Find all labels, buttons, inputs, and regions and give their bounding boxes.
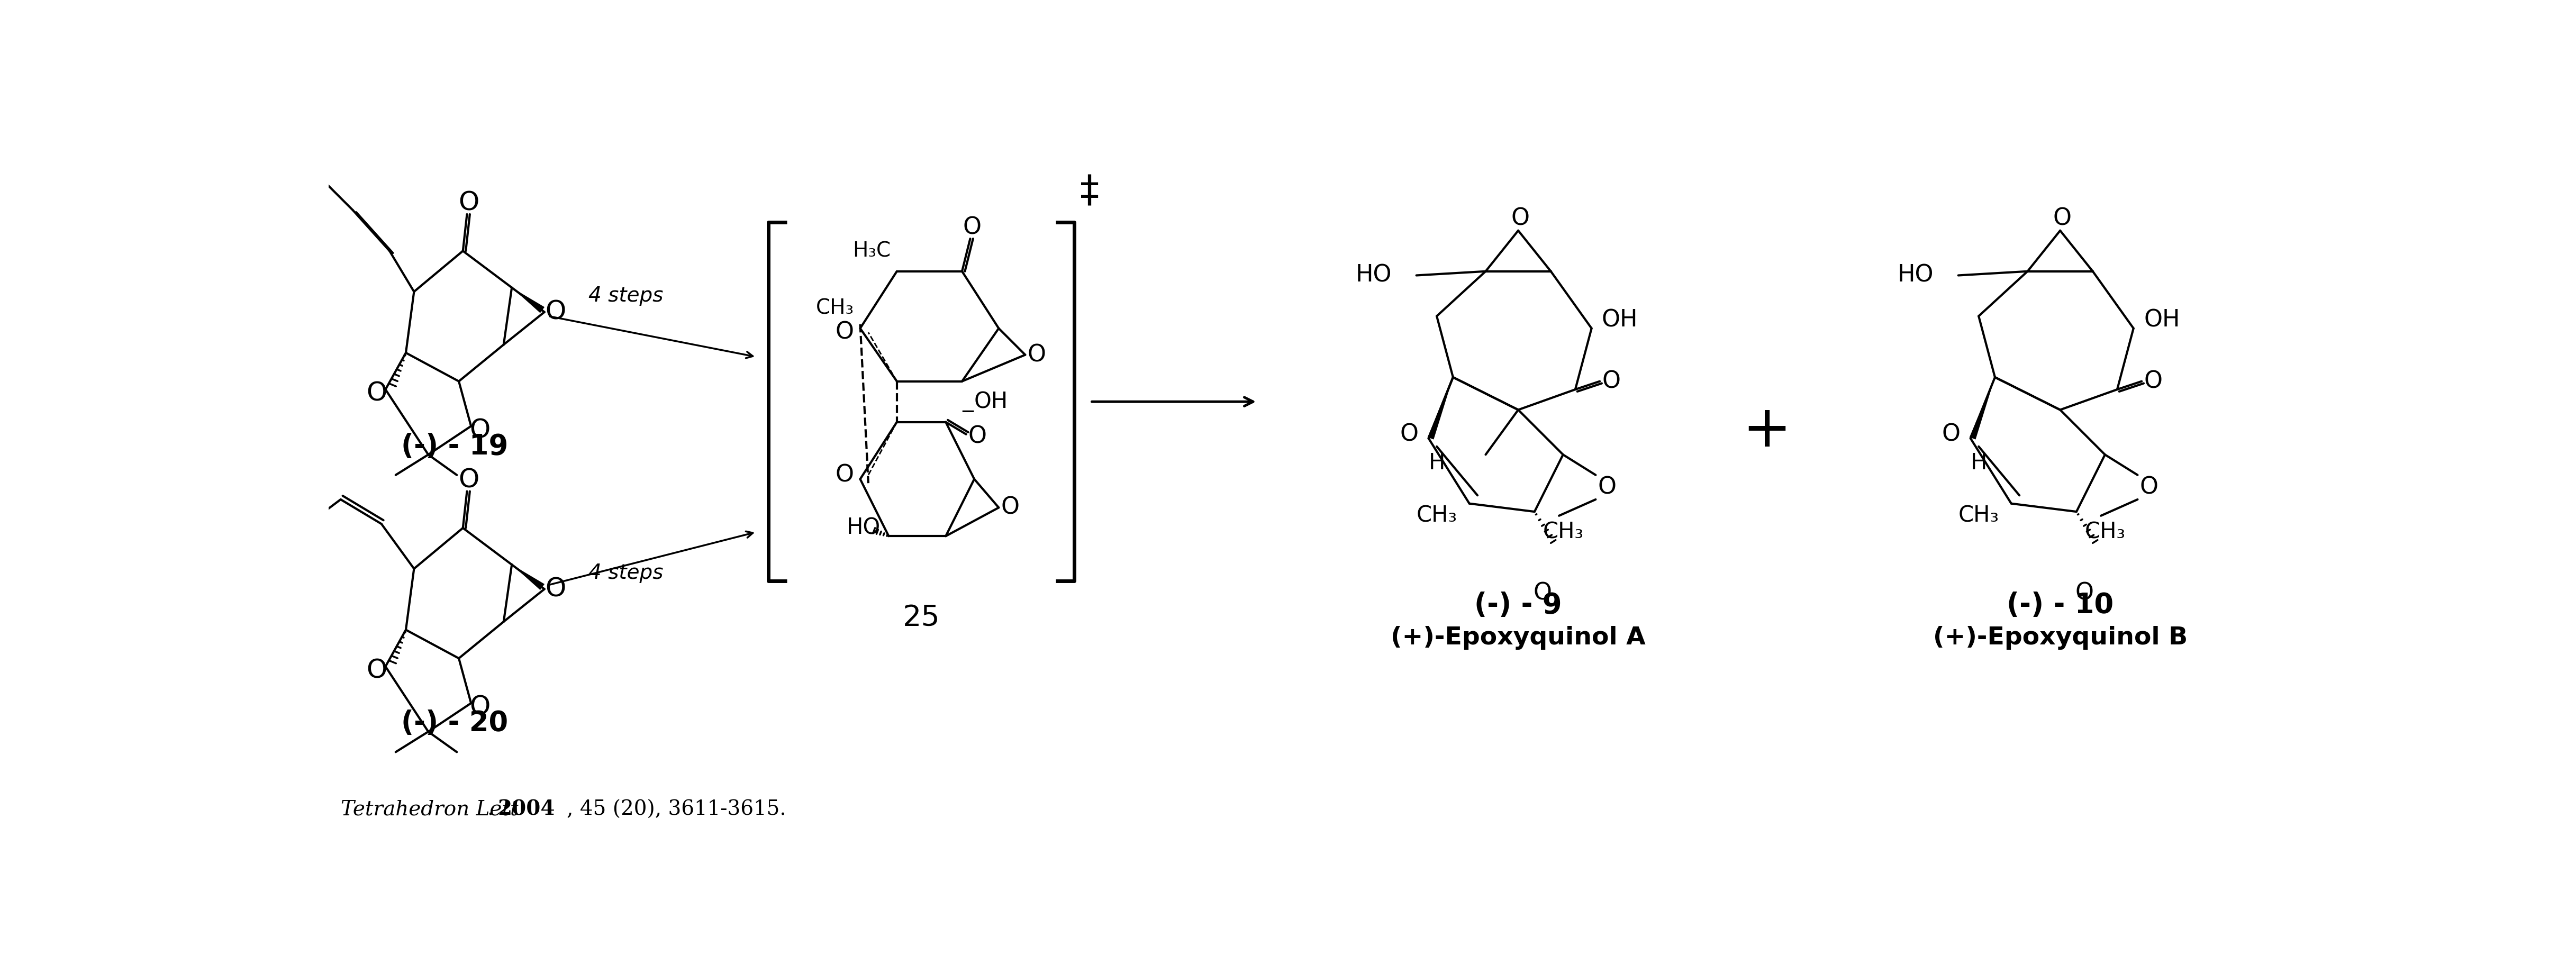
Text: HO: HO	[1355, 264, 1391, 286]
Text: OH: OH	[974, 390, 1007, 413]
Text: HO: HO	[848, 517, 881, 539]
Text: O: O	[835, 321, 855, 344]
Text: CH₃: CH₃	[1417, 504, 1458, 527]
Polygon shape	[513, 287, 544, 313]
Text: O: O	[469, 417, 489, 442]
Text: O: O	[459, 468, 479, 493]
Text: CH₃: CH₃	[2084, 521, 2125, 543]
Text: (-) - 10: (-) - 10	[2007, 592, 2115, 619]
Text: O: O	[366, 381, 386, 406]
Text: OH: OH	[2143, 308, 2179, 332]
Text: 25: 25	[902, 603, 940, 632]
Text: O: O	[1942, 423, 1960, 445]
Text: CH₃: CH₃	[817, 298, 855, 318]
Text: O: O	[366, 657, 386, 683]
Text: (-) - 9: (-) - 9	[1473, 592, 1561, 619]
Polygon shape	[1971, 377, 1994, 440]
Text: O: O	[546, 576, 567, 602]
Text: O: O	[2143, 370, 2161, 392]
Text: CH₃: CH₃	[1958, 504, 1999, 527]
Text: , 45 (20), 3611-3615.: , 45 (20), 3611-3615.	[567, 800, 786, 819]
Text: O: O	[1533, 582, 1551, 604]
Text: O: O	[2076, 582, 2094, 604]
Text: O: O	[2053, 207, 2071, 229]
Text: (-) - 19: (-) - 19	[402, 433, 507, 460]
Text: O: O	[1002, 496, 1020, 519]
Text: 4 steps: 4 steps	[587, 285, 662, 306]
Text: (+)-Epoxyquinol A: (+)-Epoxyquinol A	[1391, 626, 1646, 650]
Text: O: O	[469, 694, 489, 720]
Text: CH₃: CH₃	[1543, 521, 1584, 543]
Polygon shape	[1427, 377, 1453, 440]
Text: .: .	[487, 800, 500, 819]
Text: 2004: 2004	[497, 799, 554, 819]
Text: O: O	[459, 190, 479, 216]
Text: ‡: ‡	[1079, 174, 1100, 210]
Text: +: +	[1741, 402, 1790, 459]
Text: O: O	[969, 425, 987, 447]
Text: O: O	[963, 216, 981, 239]
Text: H: H	[1430, 452, 1445, 474]
Text: H: H	[1971, 452, 1986, 474]
Text: H₃C: H₃C	[853, 241, 891, 261]
Text: O: O	[835, 464, 855, 487]
Polygon shape	[513, 565, 544, 590]
Text: O: O	[1028, 343, 1046, 366]
Text: HO: HO	[1899, 264, 1935, 286]
Text: 4 steps: 4 steps	[587, 563, 662, 583]
Text: O: O	[546, 300, 567, 325]
Text: Tetrahedron Lett: Tetrahedron Lett	[340, 800, 518, 819]
Text: (-) - 20: (-) - 20	[402, 710, 507, 737]
Text: OH: OH	[1602, 308, 1638, 332]
Text: O: O	[2141, 476, 2159, 498]
Text: O: O	[1597, 476, 1615, 498]
Text: O: O	[1399, 423, 1419, 445]
Text: (+)-Epoxyquinol B: (+)-Epoxyquinol B	[1932, 626, 2187, 650]
Text: O: O	[1512, 207, 1530, 229]
Text: O: O	[1602, 370, 1620, 392]
